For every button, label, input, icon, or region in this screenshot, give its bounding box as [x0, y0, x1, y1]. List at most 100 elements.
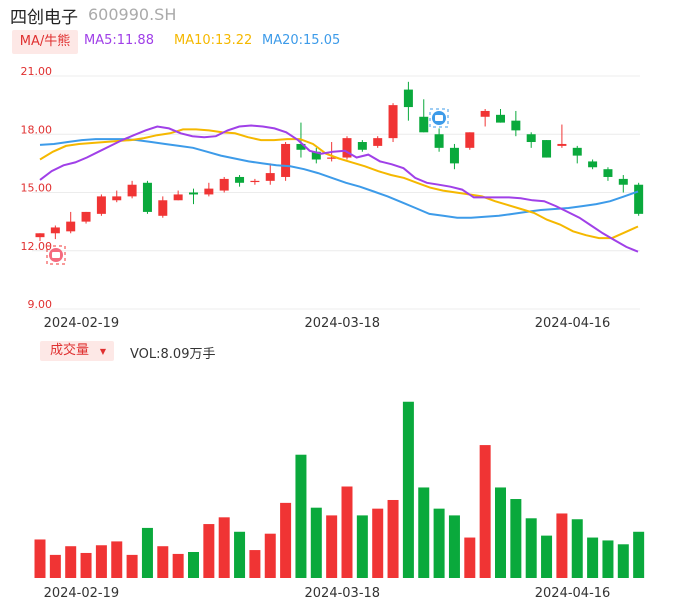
volume-bar [602, 540, 614, 578]
candle-body [127, 184, 137, 197]
price-grid [32, 75, 640, 310]
candle-body [311, 151, 321, 160]
candle-body [572, 147, 582, 156]
candle-body [618, 178, 628, 185]
y-tick-label: 18.00 [21, 123, 53, 136]
y-tick-label: 9.00 [28, 298, 53, 311]
candle-body [603, 169, 613, 177]
volume-bar [95, 545, 107, 578]
caret-down-icon: ▼ [99, 347, 106, 356]
candle-body [465, 132, 475, 148]
volume-bar [218, 517, 230, 578]
price-x-tick-label: 2024-02-19 [44, 316, 120, 331]
ma5-line [39, 124, 639, 253]
volume-x-tick-label: 2024-03-18 [305, 586, 381, 601]
volume-bar [34, 539, 46, 578]
bear-signal-icon [429, 108, 449, 128]
candle-body [588, 161, 598, 168]
candle-body [373, 138, 383, 146]
ma10-label: MA10:13.22 [174, 33, 253, 48]
candlesticks [35, 81, 644, 242]
y-tick-label: 15.00 [21, 182, 53, 195]
stock-code: 600990.SH [88, 5, 177, 24]
candle-body [173, 194, 183, 201]
volume-x-tick-label: 2024-02-19 [44, 586, 120, 601]
candle-body [96, 196, 106, 214]
candle-body [449, 147, 459, 164]
candle-body [235, 176, 245, 183]
volume-bar [571, 519, 583, 578]
candle-body [158, 200, 168, 216]
candle-body [296, 143, 306, 150]
ma-toggle-button[interactable]: MA/牛熊 [12, 30, 78, 54]
volume-bar [464, 537, 476, 578]
volume-bar [418, 487, 430, 578]
volume-bar [188, 551, 199, 578]
volume-bar [295, 454, 307, 578]
ma10-line [39, 128, 639, 240]
stock-name: 四创电子 [10, 8, 78, 28]
volume-bar [479, 445, 491, 578]
volume-bar [617, 544, 629, 578]
volume-bar [510, 499, 522, 578]
volume-indicator-button[interactable]: 成交量 ▼ [40, 341, 114, 361]
volume-bar [172, 553, 184, 578]
candle-body [557, 143, 567, 146]
candle-body [35, 233, 45, 238]
volume-bar [157, 546, 169, 578]
candle-body [496, 114, 505, 123]
signal-markers [46, 108, 449, 265]
volume-bar [310, 507, 322, 578]
volume-indicator-label: 成交量 [50, 343, 90, 358]
candle-body [250, 180, 260, 183]
candle-body [189, 192, 198, 195]
x-axis-labels: 2024-02-19 2024-03-18 2024-04-16 2024-02-19… [44, 316, 611, 601]
volume-bar [556, 513, 568, 578]
ma20-line [39, 138, 639, 219]
candle-body [403, 89, 413, 108]
volume-bar [587, 537, 599, 578]
candle-body [66, 221, 76, 232]
candle-body [342, 138, 352, 158]
volume-bar [356, 515, 368, 578]
candle-body [281, 143, 291, 177]
volume-bar [249, 550, 261, 578]
volume-bar [433, 508, 445, 578]
moving-average-lines [39, 124, 639, 253]
candle-body [511, 120, 521, 131]
volume-bar [402, 401, 414, 578]
bull-signal-icon [46, 245, 66, 265]
candle-body [204, 188, 214, 195]
volume-bar [203, 524, 215, 578]
y-axis-labels: 21.00 18.00 15.00 12.00 9.00 [21, 65, 53, 311]
candle-body [327, 157, 337, 159]
y-tick-label: 21.00 [21, 65, 53, 78]
candle-body [634, 184, 644, 214]
volume-bar [326, 515, 338, 578]
volume-bar [448, 515, 460, 578]
candle-body [265, 173, 275, 181]
volume-bar [126, 554, 138, 578]
ma5-label: MA5:11.88 [84, 33, 154, 48]
volume-bar [525, 518, 537, 578]
volume-bar [387, 499, 399, 578]
volume-bar [141, 527, 153, 578]
candle-body [388, 105, 398, 139]
price-x-tick-label: 2024-03-18 [305, 316, 381, 331]
volume-bar [264, 533, 276, 578]
candle-body [357, 142, 367, 150]
candle-body [480, 110, 490, 117]
volume-bar [633, 531, 645, 578]
ma20-label: MA20:15.05 [262, 33, 341, 48]
volume-x-tick-label: 2024-04-16 [535, 586, 611, 601]
candle-body [142, 182, 152, 212]
candle-body [81, 211, 91, 222]
volume-bar [65, 546, 77, 578]
y-tick-label: 12.00 [21, 240, 53, 253]
volume-bar [111, 541, 123, 578]
volume-bar [280, 502, 292, 578]
volume-bar [372, 508, 384, 578]
volume-bar [234, 531, 246, 578]
volume-value: VOL:8.09万手 [130, 347, 216, 362]
